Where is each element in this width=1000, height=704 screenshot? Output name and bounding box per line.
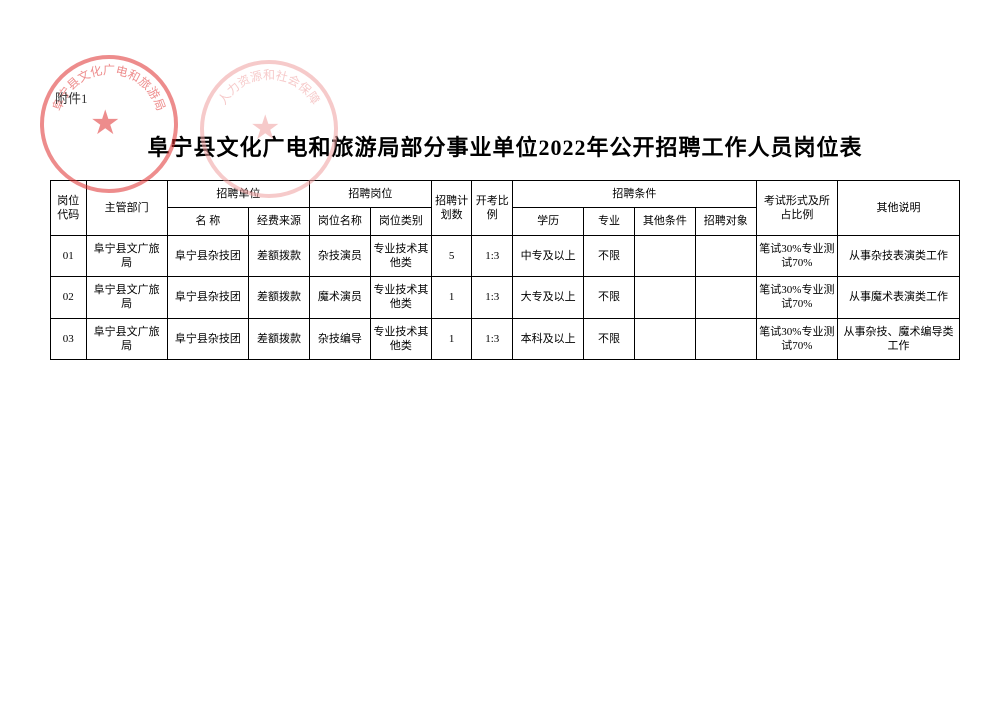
table-header: 岗位代码 主管部门 招聘单位 招聘岗位 招聘计划数 开考比例 招聘条件 考试形式… xyxy=(51,181,960,236)
th-post-cat: 岗位类别 xyxy=(370,208,431,235)
cell-unit-fund: 差额拨款 xyxy=(249,277,310,319)
cell-post-cat: 专业技术其他类 xyxy=(370,277,431,319)
cell-ratio: 1:3 xyxy=(472,235,513,277)
th-major: 专业 xyxy=(584,208,635,235)
table-row: 03 阜宁县文广旅局 阜宁县杂技团 差额拨款 杂技编导 专业技术其他类 1 1:… xyxy=(51,318,960,360)
stamp-2-svg: 人力资源和社会保障 xyxy=(204,64,334,194)
cell-dept: 阜宁县文广旅局 xyxy=(86,318,167,360)
cell-exam: 笔试30%专业测试70% xyxy=(756,318,837,360)
cell-edu: 中专及以上 xyxy=(513,235,584,277)
cell-unit-fund: 差额拨款 xyxy=(249,235,310,277)
cell-exam: 笔试30%专业测试70% xyxy=(756,235,837,277)
cell-other-cond xyxy=(634,235,695,277)
cell-post-name: 魔术演员 xyxy=(309,277,370,319)
cell-remark: 从事魔术表演类工作 xyxy=(838,277,960,319)
th-ratio: 开考比例 xyxy=(472,181,513,236)
cell-unit-name: 阜宁县杂技团 xyxy=(167,235,248,277)
cell-major: 不限 xyxy=(584,235,635,277)
cell-plan: 1 xyxy=(431,318,472,360)
page-title: 阜宁县文化广电和旅游局部分事业单位2022年公开招聘工作人员岗位表 xyxy=(50,130,960,162)
th-exam: 考试形式及所占比例 xyxy=(756,181,837,236)
cell-unit-fund: 差额拨款 xyxy=(249,318,310,360)
cell-remark: 从事杂技表演类工作 xyxy=(838,235,960,277)
attachment-label: 附件1 xyxy=(55,88,88,107)
th-dept: 主管部门 xyxy=(86,181,167,236)
table-row: 02 阜宁县文广旅局 阜宁县杂技团 差额拨款 魔术演员 专业技术其他类 1 1:… xyxy=(51,277,960,319)
th-cond-group: 招聘条件 xyxy=(513,181,757,208)
cell-ratio: 1:3 xyxy=(472,318,513,360)
th-edu: 学历 xyxy=(513,208,584,235)
cell-target xyxy=(695,318,756,360)
th-other-cond: 其他条件 xyxy=(634,208,695,235)
cell-unit-name: 阜宁县杂技团 xyxy=(167,277,248,319)
cell-exam: 笔试30%专业测试70% xyxy=(756,277,837,319)
cell-code: 02 xyxy=(51,277,87,319)
stamp-1-svg: 阜宁县文化广电和旅游局 xyxy=(44,59,174,189)
cell-edu: 大专及以上 xyxy=(513,277,584,319)
cell-post-name: 杂技编导 xyxy=(309,318,370,360)
cell-major: 不限 xyxy=(584,318,635,360)
cell-edu: 本科及以上 xyxy=(513,318,584,360)
cell-plan: 1 xyxy=(431,277,472,319)
cell-unit-name: 阜宁县杂技团 xyxy=(167,318,248,360)
table-row: 01 阜宁县文广旅局 阜宁县杂技团 差额拨款 杂技演员 专业技术其他类 5 1:… xyxy=(51,235,960,277)
cell-dept: 阜宁县文广旅局 xyxy=(86,235,167,277)
page: 阜宁县文化广电和旅游局 人力资源和社会保障 附件1 阜宁县文化广电和旅游局部分事… xyxy=(0,0,1000,360)
cell-target xyxy=(695,235,756,277)
cell-other-cond xyxy=(634,277,695,319)
positions-table: 岗位代码 主管部门 招聘单位 招聘岗位 招聘计划数 开考比例 招聘条件 考试形式… xyxy=(50,180,960,360)
th-code: 岗位代码 xyxy=(51,181,87,236)
official-stamp-1: 阜宁县文化广电和旅游局 xyxy=(40,55,178,193)
table-body: 01 阜宁县文广旅局 阜宁县杂技团 差额拨款 杂技演员 专业技术其他类 5 1:… xyxy=(51,235,960,360)
cell-plan: 5 xyxy=(431,235,472,277)
th-remark: 其他说明 xyxy=(838,181,960,236)
cell-target xyxy=(695,277,756,319)
cell-code: 03 xyxy=(51,318,87,360)
th-post-group: 招聘岗位 xyxy=(309,181,431,208)
cell-major: 不限 xyxy=(584,277,635,319)
cell-dept: 阜宁县文广旅局 xyxy=(86,277,167,319)
cell-post-cat: 专业技术其他类 xyxy=(370,235,431,277)
cell-code: 01 xyxy=(51,235,87,277)
official-stamp-2: 人力资源和社会保障 xyxy=(200,60,338,198)
th-unit-fund: 经费来源 xyxy=(249,208,310,235)
th-post-name: 岗位名称 xyxy=(309,208,370,235)
cell-other-cond xyxy=(634,318,695,360)
cell-ratio: 1:3 xyxy=(472,277,513,319)
cell-post-name: 杂技演员 xyxy=(309,235,370,277)
th-target: 招聘对象 xyxy=(695,208,756,235)
cell-post-cat: 专业技术其他类 xyxy=(370,318,431,360)
th-plan: 招聘计划数 xyxy=(431,181,472,236)
svg-text:人力资源和社会保障: 人力资源和社会保障 xyxy=(215,67,323,107)
th-unit-name: 名 称 xyxy=(167,208,248,235)
th-unit-group: 招聘单位 xyxy=(167,181,309,208)
cell-remark: 从事杂技、魔术编导类工作 xyxy=(838,318,960,360)
